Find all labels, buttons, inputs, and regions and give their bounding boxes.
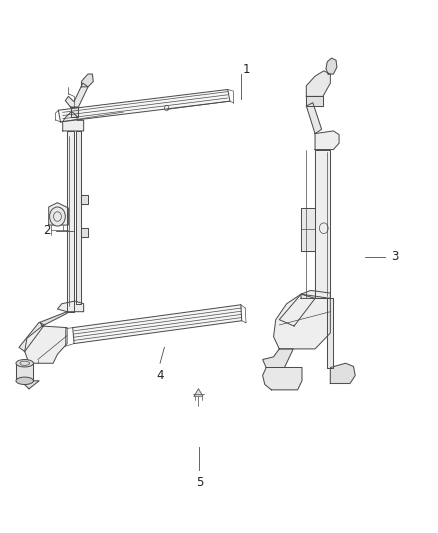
Polygon shape	[63, 112, 84, 131]
Polygon shape	[306, 103, 321, 134]
Text: 2: 2	[43, 224, 51, 237]
Circle shape	[49, 207, 65, 226]
Polygon shape	[81, 195, 88, 204]
Polygon shape	[25, 326, 67, 364]
Polygon shape	[326, 58, 337, 74]
Polygon shape	[315, 150, 330, 298]
Polygon shape	[194, 389, 203, 396]
Polygon shape	[73, 305, 242, 344]
Polygon shape	[301, 208, 315, 251]
Polygon shape	[306, 96, 323, 106]
Polygon shape	[279, 294, 315, 326]
Polygon shape	[263, 368, 302, 390]
Polygon shape	[274, 294, 330, 349]
Polygon shape	[19, 322, 44, 352]
Text: 3: 3	[392, 251, 399, 263]
Polygon shape	[58, 90, 230, 122]
Text: 5: 5	[196, 477, 203, 489]
Polygon shape	[57, 301, 84, 312]
Polygon shape	[330, 364, 355, 383]
Polygon shape	[301, 290, 330, 298]
Polygon shape	[71, 107, 78, 117]
Polygon shape	[81, 74, 93, 87]
Polygon shape	[20, 381, 39, 389]
Polygon shape	[65, 83, 88, 107]
Polygon shape	[67, 131, 74, 312]
Polygon shape	[76, 131, 81, 304]
Polygon shape	[315, 131, 339, 150]
Polygon shape	[263, 349, 293, 368]
Polygon shape	[327, 298, 333, 368]
Polygon shape	[306, 71, 330, 96]
Polygon shape	[16, 364, 33, 381]
Text: 4: 4	[156, 368, 164, 382]
Text: 1: 1	[243, 63, 251, 76]
Polygon shape	[81, 228, 88, 237]
Polygon shape	[49, 203, 68, 225]
Ellipse shape	[16, 377, 33, 384]
Polygon shape	[40, 312, 67, 326]
Ellipse shape	[16, 360, 33, 367]
